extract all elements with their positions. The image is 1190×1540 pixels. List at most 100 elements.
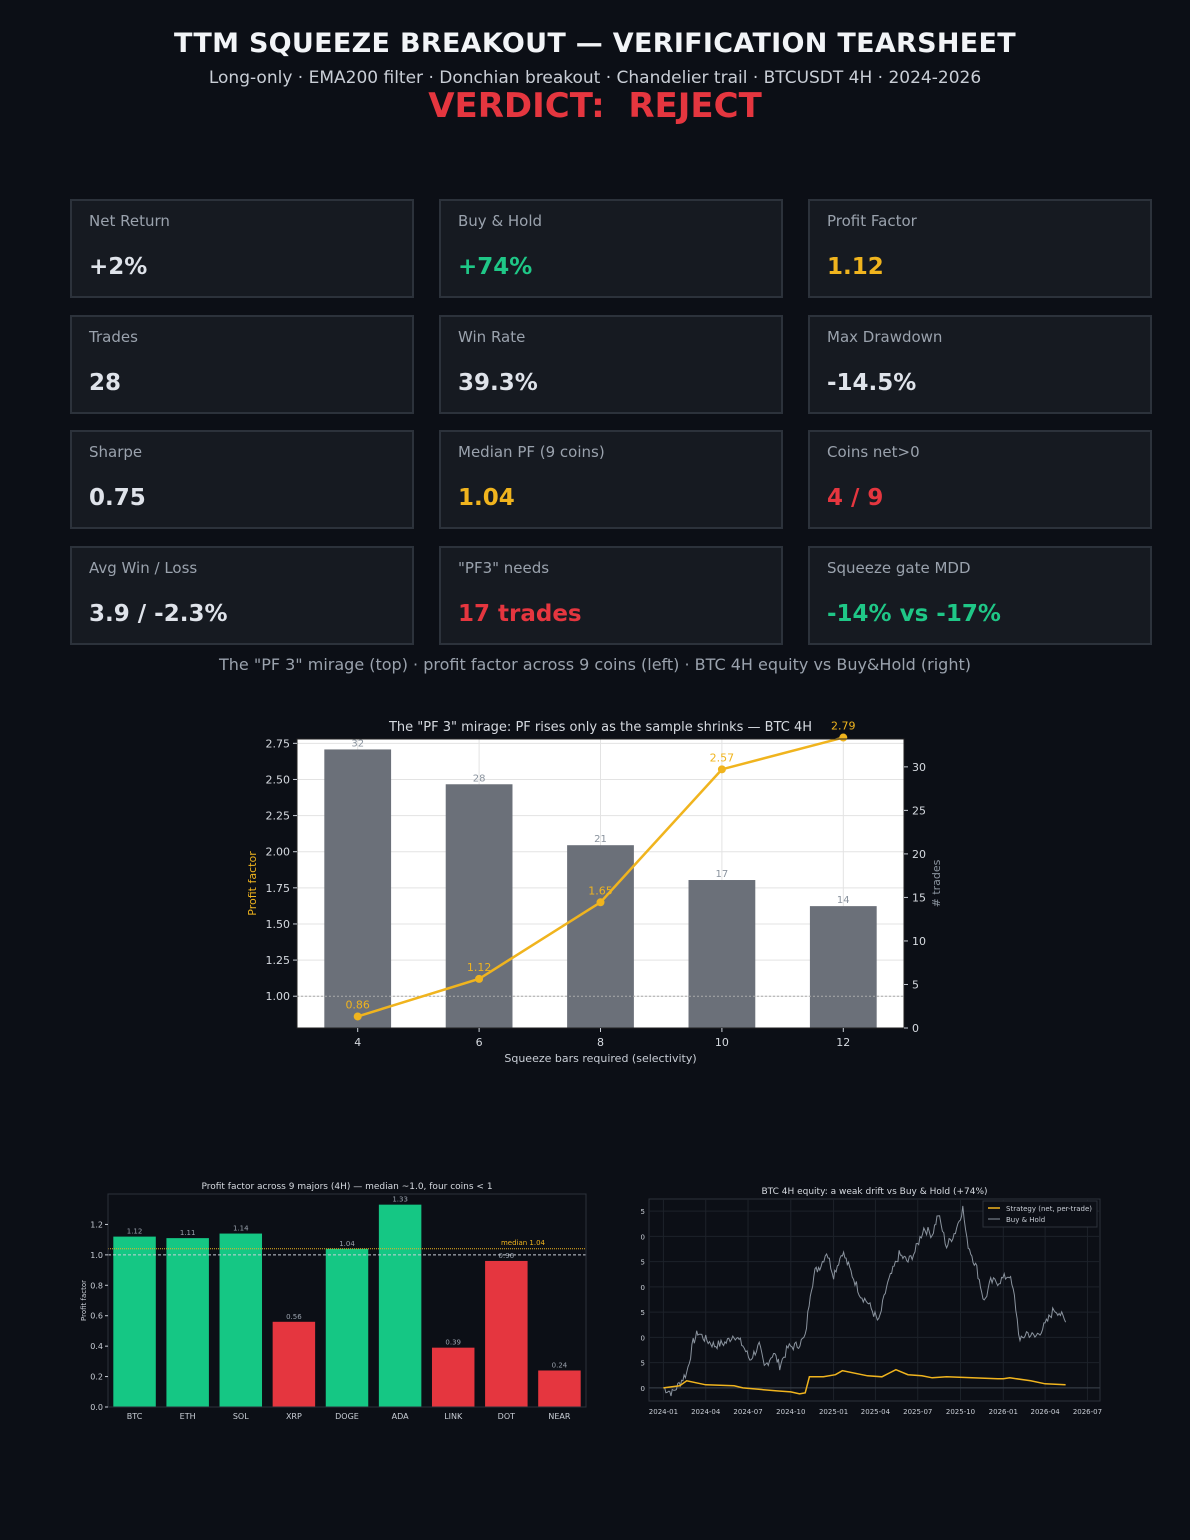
line-data-label: 2.79: [831, 720, 856, 733]
metric-label: Squeeze gate MDD: [827, 559, 971, 577]
metric-label: Max Drawdown: [827, 328, 943, 346]
y-tick-label: 2.25: [640, 1259, 645, 1267]
metric-value: 1.04: [458, 485, 515, 511]
coin-pf-bar: [166, 1238, 209, 1407]
y2-tick-label: 30: [912, 761, 926, 774]
x-tick-label: 2024-01: [649, 1408, 678, 1416]
metric-card: Squeeze gate MDD -14% vs -17%: [808, 546, 1152, 645]
x-tick-label: 12: [836, 1036, 850, 1049]
metric-card: Win Rate 39.3%: [439, 315, 783, 414]
metric-value: +2%: [89, 254, 148, 280]
coin-pf-bar: [431, 1347, 475, 1407]
profit-factor-point: [717, 765, 726, 774]
y-tick-label: 2.25: [266, 810, 291, 823]
metric-value: -14.5%: [827, 370, 917, 396]
metric-card: Avg Win / Loss 3.9 / -2.3%: [70, 546, 414, 645]
bar-data-label: 1.14: [233, 1225, 249, 1233]
x-tick-label: 2024-04: [691, 1408, 721, 1416]
x-tick-label: SOL: [233, 1412, 249, 1421]
metric-card: Sharpe 0.75: [70, 430, 414, 529]
bar-data-label: 28: [473, 773, 486, 784]
x-tick-label: XRP: [286, 1412, 302, 1421]
y-tick-label: 1.75: [266, 882, 291, 895]
trade-count-bar: [324, 749, 392, 1028]
strategy-line: [663, 1368, 1066, 1395]
metric-value: 28: [89, 370, 122, 396]
line-data-label: 1.12: [467, 961, 492, 974]
metric-card: Coins net>0 4 / 9: [808, 430, 1152, 529]
y-tick-label: 1.50: [266, 918, 291, 931]
page-title: TTM SQUEEZE BREAKOUT — VERIFICATION TEAR…: [174, 28, 1016, 59]
x-tick-label: 10: [715, 1036, 729, 1049]
metric-value: +74%: [458, 254, 533, 280]
x-tick-label: 2026-04: [1031, 1408, 1061, 1416]
x-tick-label: 6: [476, 1036, 483, 1049]
bar-data-label: 0.39: [445, 1339, 461, 1347]
y-tick-label: 1.75: [640, 1309, 645, 1317]
bar-data-label: 17: [716, 869, 729, 880]
bar-data-label: 0.56: [286, 1313, 302, 1321]
x-tick-label: 2025-07: [903, 1408, 932, 1416]
metric-value: 4 / 9: [827, 485, 884, 511]
y-tick-label: 0.0: [90, 1403, 103, 1412]
metric-label: Profit Factor: [827, 212, 917, 230]
y-tick-label: 1.0: [90, 1251, 103, 1260]
metric-label: Win Rate: [458, 328, 526, 346]
y2-axis-label: # trades: [930, 859, 943, 907]
y-tick-label: 0.2: [90, 1373, 103, 1382]
bar-data-label: 0.24: [552, 1361, 568, 1369]
bar-data-label: 0.96: [499, 1252, 515, 1260]
metric-label: Buy & Hold: [458, 212, 543, 230]
line-data-label: 2.57: [710, 751, 735, 764]
y2-tick-label: 15: [912, 891, 926, 904]
coin-pf-bar: [272, 1321, 316, 1407]
bar-data-label: 1.33: [392, 1196, 408, 1204]
metric-card: Buy & Hold +74%: [439, 199, 783, 298]
chart-title: The "PF 3" mirage: PF rises only as the …: [388, 720, 812, 735]
x-tick-label: BTC: [127, 1412, 143, 1421]
verdict-label: VERDICT: REJECT: [428, 86, 762, 126]
y-tick-label: 0.6: [90, 1312, 103, 1321]
x-tick-label: 2025-04: [861, 1408, 891, 1416]
bar-data-label: 1.12: [127, 1228, 143, 1236]
y-tick-label: 1.25: [266, 954, 291, 967]
y-tick-label: 2.75: [266, 737, 291, 750]
metric-label: Sharpe: [89, 443, 143, 461]
x-tick-label: 2026-07: [1073, 1408, 1102, 1416]
charts-caption: The "PF 3" mirage (top) · profit factor …: [218, 655, 971, 674]
y-tick-label: 1.2: [90, 1220, 103, 1229]
x-tick-label: 2024-07: [733, 1408, 762, 1416]
y-tick-label: 1.00: [266, 990, 291, 1003]
buy-hold-line: [663, 1205, 1067, 1397]
coin-pf-bar: [325, 1248, 369, 1407]
x-tick-label: ETH: [180, 1412, 196, 1421]
metric-card: Trades 28: [70, 315, 414, 414]
profit-factor-point: [596, 898, 605, 907]
metric-value: -14% vs -17%: [827, 601, 1001, 627]
y-tick-label: 2.50: [640, 1233, 645, 1241]
metric-label: Coins net>0: [827, 443, 920, 461]
x-tick-label: DOGE: [335, 1412, 359, 1421]
x-tick-label: 8: [597, 1036, 604, 1049]
y-tick-label: 0.8: [90, 1281, 103, 1290]
metric-label: Median PF (9 coins): [458, 443, 605, 461]
chart-title: Profit factor across 9 majors (4H) — med…: [201, 1182, 492, 1192]
line-data-label: 1.65: [588, 884, 613, 897]
bar-data-label: 32: [351, 738, 364, 749]
y2-tick-label: 0: [912, 1022, 919, 1035]
y-axis-label: Profit factor: [80, 1280, 88, 1321]
metric-card: "PF3" needs 17 trades: [439, 546, 783, 645]
x-tick-label: 2026-01: [989, 1408, 1018, 1416]
metric-card: Median PF (9 coins) 1.04: [439, 430, 783, 529]
y-tick-label: 2.00: [266, 846, 291, 859]
y-tick-label: 2.00: [640, 1284, 645, 1292]
chart-title: BTC 4H equity: a weak drift vs Buy & Hol…: [761, 1187, 987, 1197]
trade-count-bar: [688, 880, 756, 1028]
x-tick-label: DOT: [498, 1412, 515, 1421]
legend-label-strategy: Strategy (net, per-trade): [1006, 1205, 1092, 1213]
coin-pf-bar: [538, 1370, 581, 1407]
legend-box: [982, 1200, 1098, 1228]
metric-value: 0.75: [89, 485, 146, 511]
trade-count-bar: [567, 845, 634, 1028]
y-tick-label: 2.75: [640, 1208, 645, 1216]
